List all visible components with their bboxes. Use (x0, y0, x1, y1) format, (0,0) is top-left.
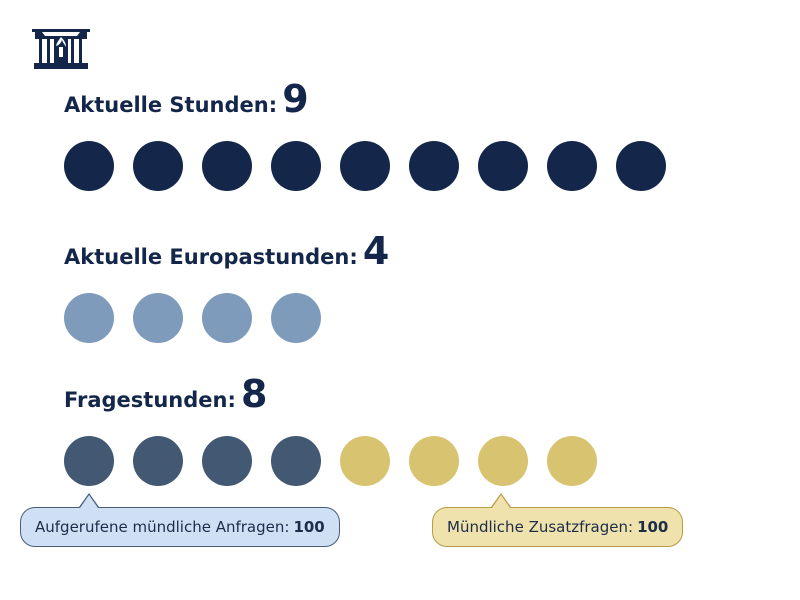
dot-marker (133, 436, 183, 486)
callout-aufgerufene-anfragen: Aufgerufene mündliche Anfragen: 100 (20, 507, 340, 547)
dot-marker (478, 141, 528, 191)
callout-pointer-fill (492, 495, 510, 508)
dot-marker (340, 141, 390, 191)
parliament-building-icon (32, 29, 90, 69)
section-label: Aktuelle Stunden: (64, 93, 278, 117)
dot-marker (64, 293, 114, 343)
dot-marker (547, 141, 597, 191)
dot-marker (133, 141, 183, 191)
dot-row-aktuelle-stunden (64, 141, 764, 191)
callout-pointer-fill (80, 495, 98, 508)
dot-marker (340, 436, 390, 486)
dot-marker (478, 436, 528, 486)
dot-marker (64, 141, 114, 191)
callout-value: 100 (637, 518, 669, 536)
dot-row-aktuelle-europastunden (64, 293, 764, 343)
dot-marker (271, 141, 321, 191)
callout-label: Aufgerufene mündliche Anfragen: (35, 518, 290, 536)
dot-marker (202, 436, 252, 486)
callout-label: Mündliche Zusatzfragen: (447, 518, 634, 536)
dot-marker (547, 436, 597, 486)
section-value: 8 (240, 372, 268, 416)
dot-marker (616, 141, 666, 191)
section-title-aktuelle-stunden: Aktuelle Stunden: 9 (64, 80, 309, 118)
dot-row-fragestunden (64, 436, 764, 486)
section-label: Fragestunden: (64, 388, 236, 412)
section-value: 9 (282, 77, 309, 121)
callout-value: 100 (293, 518, 325, 536)
dot-marker (409, 436, 459, 486)
callout-zusatzfragen: Mündliche Zusatzfragen: 100 (432, 507, 684, 547)
dot-marker (202, 141, 252, 191)
section-title-fragestunden: Fragestunden: 8 (64, 375, 267, 413)
section-title-aktuelle-europastunden: Aktuelle Europastunden: 4 (64, 232, 389, 270)
dot-marker (133, 293, 183, 343)
dot-marker (64, 436, 114, 486)
dot-marker (271, 436, 321, 486)
section-value: 4 (362, 229, 390, 273)
section-label: Aktuelle Europastunden: (64, 245, 358, 269)
dot-marker (409, 141, 459, 191)
dot-marker (202, 293, 252, 343)
dot-marker (271, 293, 321, 343)
